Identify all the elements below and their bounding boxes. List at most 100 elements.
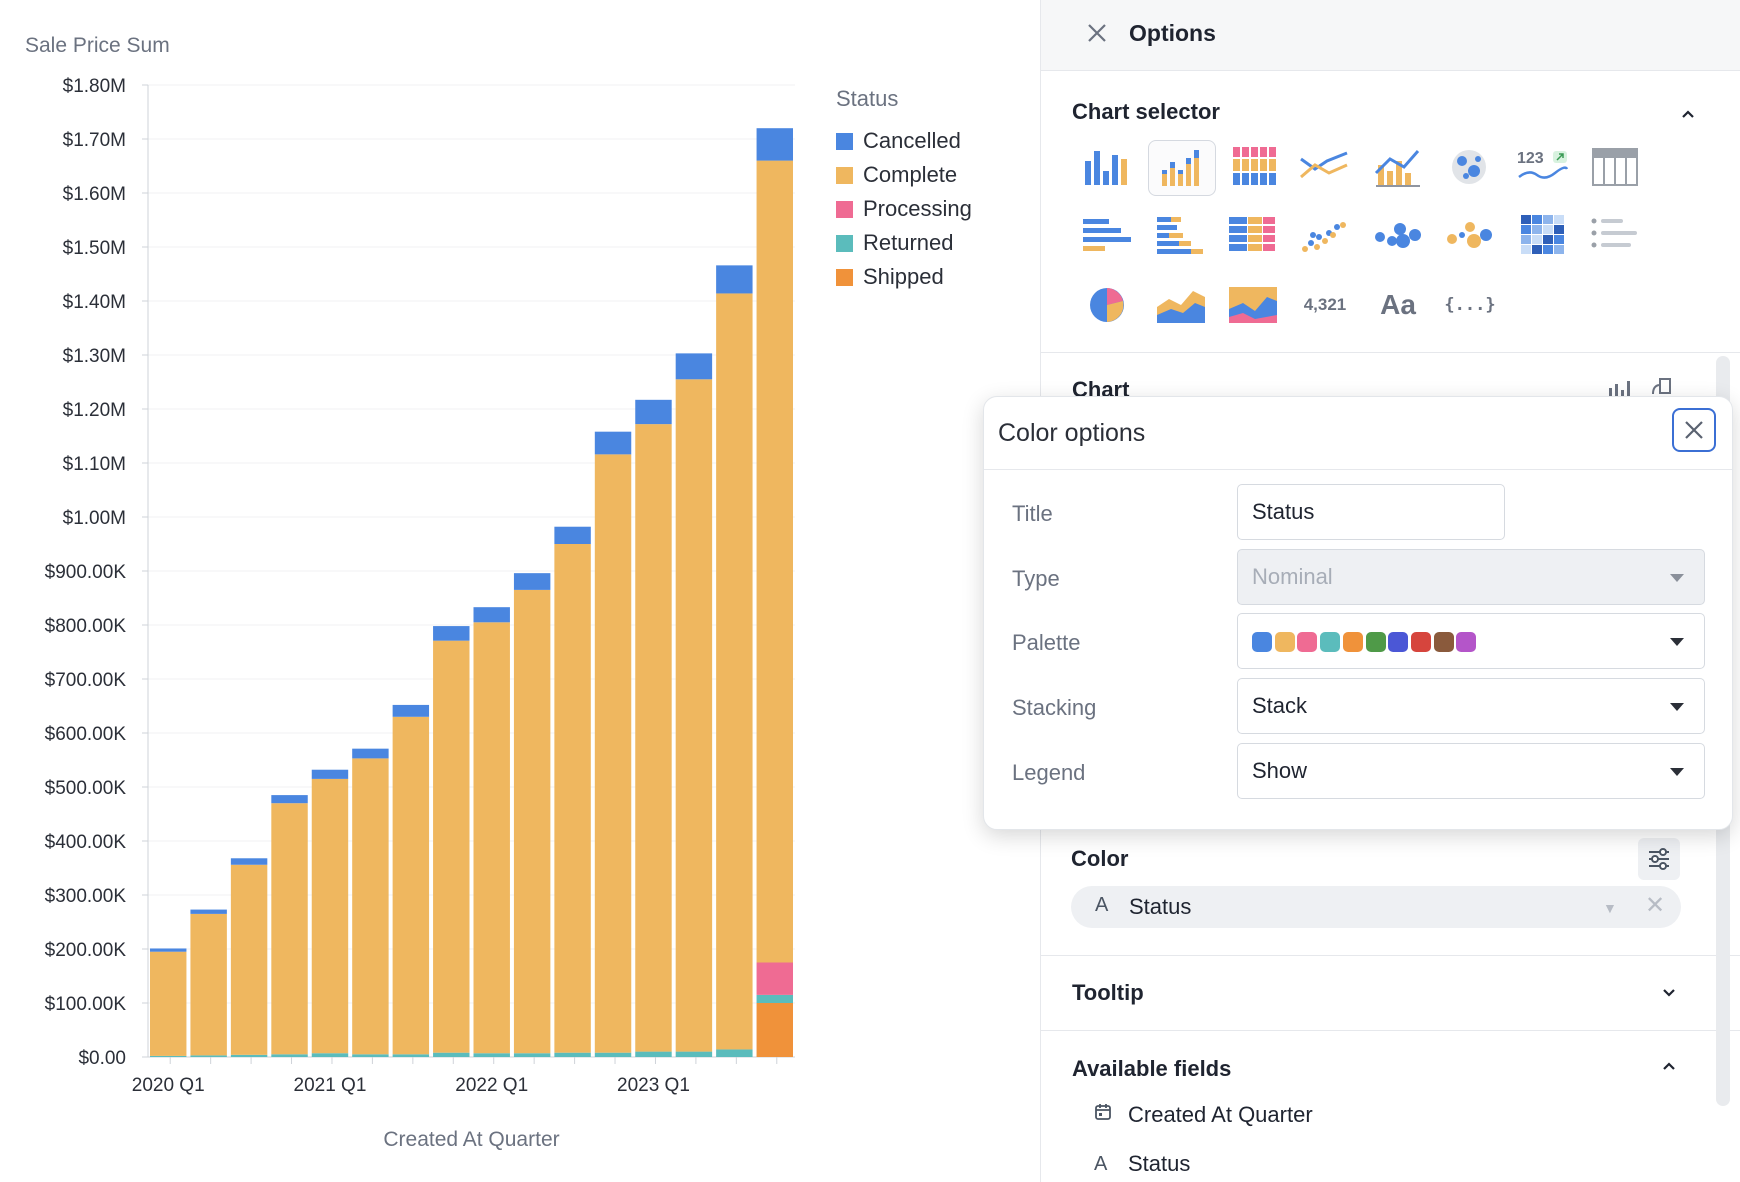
- bar-segment-cancelled: [230, 858, 268, 865]
- palette-swatch: [1342, 632, 1363, 652]
- bar-segment-returned: [311, 1053, 349, 1057]
- color-title: Color: [1071, 846, 1129, 871]
- legend-value: Show: [1252, 758, 1308, 783]
- palette-swatch: [1274, 632, 1295, 652]
- palette-swatch: [1433, 632, 1454, 652]
- chevron-up-icon[interactable]: [1659, 1056, 1679, 1076]
- legend-item-shipped[interactable]: Shipped: [836, 260, 972, 294]
- stacking-select[interactable]: Stack: [1237, 678, 1705, 734]
- palette-swatch: [1297, 632, 1318, 652]
- bar-segment-complete: [311, 778, 349, 1054]
- scatter-chart-icon[interactable]: [1292, 208, 1358, 262]
- color-field-pill[interactable]: A Status ▼ ✕: [1071, 886, 1681, 928]
- remove-field-icon[interactable]: ✕: [1645, 892, 1666, 919]
- bar-segment-cancelled: [190, 909, 227, 914]
- legend-item-processing[interactable]: Processing: [836, 192, 972, 226]
- horizontal-percent-bar-chart-icon[interactable]: [1220, 208, 1286, 262]
- close-icon: [1685, 421, 1703, 439]
- palette-swatch: [1456, 632, 1477, 652]
- y-tick-label: $1.10M: [63, 454, 126, 475]
- field-created-at-quarter[interactable]: Created At Quarter: [1094, 1102, 1313, 1128]
- legend-item-cancelled[interactable]: Cancelled: [836, 124, 972, 158]
- bar-segment-returned: [473, 1053, 510, 1057]
- horizontal-bar-chart-icon[interactable]: [1074, 208, 1140, 262]
- pie-chart-icon[interactable]: [1074, 278, 1140, 332]
- caret-down-icon[interactable]: ▼: [1603, 900, 1617, 916]
- rotate-icon[interactable]: [1649, 376, 1675, 400]
- options-title: Options: [1129, 20, 1216, 46]
- heatmap-chart-icon[interactable]: [1510, 208, 1576, 262]
- map-chart-icon[interactable]: [1437, 140, 1503, 194]
- percent-stacked-bar-chart-icon[interactable]: [1220, 140, 1286, 194]
- bar-line-combo-chart-icon[interactable]: [1365, 140, 1431, 194]
- close-options-button[interactable]: [1081, 16, 1113, 52]
- legend-item-returned[interactable]: Returned: [836, 226, 972, 260]
- list-chart-icon[interactable]: [1582, 208, 1648, 262]
- calendar-icon: [1094, 1103, 1128, 1127]
- bubble-chart-icon[interactable]: [1365, 208, 1431, 262]
- palette-select[interactable]: [1237, 613, 1705, 669]
- field-status[interactable]: A Status: [1094, 1151, 1190, 1177]
- y-tick-label: $1.00M: [63, 508, 126, 529]
- bar-segment-cancelled: [513, 573, 551, 590]
- caret-down-icon: [1670, 703, 1684, 711]
- legend-select[interactable]: Show: [1237, 743, 1705, 799]
- chevron-down-icon[interactable]: [1659, 982, 1679, 1002]
- bar-segment-returned: [594, 1052, 632, 1057]
- colored-bubble-chart-icon[interactable]: [1437, 208, 1503, 262]
- single-value-trend-chart-icon[interactable]: 123: [1510, 140, 1576, 194]
- area-chart-icon[interactable]: [1148, 278, 1214, 332]
- close-popover-button[interactable]: [1672, 408, 1716, 452]
- svg-text:123: 123: [1517, 150, 1544, 167]
- bar-segment-cancelled: [433, 626, 470, 641]
- horizontal-stacked-bar-chart-icon[interactable]: [1148, 208, 1214, 262]
- text-chart-icon[interactable]: Aa: [1380, 289, 1416, 320]
- bar-segment-complete: [271, 803, 308, 1055]
- color-options-popover: Color options Title Status Type Nominal …: [983, 396, 1733, 830]
- stacked-bar-chart-icon[interactable]: [1148, 140, 1216, 196]
- bar-segment-cancelled: [352, 748, 389, 759]
- y-tick-label: $1.20M: [63, 400, 126, 421]
- x-tick-label: 2022 Q1: [455, 1075, 528, 1096]
- table-chart-icon[interactable]: [1582, 140, 1648, 194]
- y-tick-label: $1.70M: [63, 130, 126, 151]
- big-number-chart-icon[interactable]: 4,321: [1303, 295, 1347, 314]
- bar-segment-returned: [635, 1051, 672, 1057]
- title-input[interactable]: Status: [1237, 484, 1505, 540]
- caret-down-icon: [1670, 638, 1684, 646]
- bar-segment-cancelled: [554, 526, 591, 544]
- bar-chart-icon[interactable]: [1074, 140, 1140, 194]
- bar-chart-small-icon[interactable]: [1606, 378, 1632, 400]
- y-tick-label: $600.00K: [45, 724, 127, 745]
- legend-swatch: [836, 200, 853, 218]
- bar-segment-returned: [756, 994, 793, 1003]
- y-tick-label: $1.30M: [63, 346, 126, 367]
- bar-segment-returned: [554, 1052, 591, 1057]
- bar-segment-cancelled: [392, 704, 430, 717]
- bar-segment-returned: [433, 1052, 470, 1057]
- legend-title: Status: [836, 86, 899, 111]
- palette-label: Palette: [1012, 630, 1081, 655]
- stacking-value: Stack: [1252, 693, 1308, 718]
- color-settings-button[interactable]: [1638, 838, 1680, 880]
- json-chart-icon[interactable]: {...}: [1444, 295, 1496, 315]
- chevron-up-icon[interactable]: [1678, 104, 1698, 124]
- chart-selector-title: Chart selector: [1072, 99, 1220, 124]
- y-tick-label: $300.00K: [45, 886, 127, 907]
- bar-segment-complete: [473, 622, 510, 1054]
- stacked-area-chart-icon[interactable]: [1220, 278, 1286, 332]
- palette-swatch: [1388, 632, 1409, 652]
- bar-segment-cancelled: [473, 607, 510, 623]
- legend-item-complete[interactable]: Complete: [836, 158, 972, 192]
- y-tick-label: $800.00K: [45, 616, 127, 637]
- legend-swatch: [836, 166, 853, 184]
- bar-segment-cancelled: [594, 431, 632, 455]
- y-tick-label: $700.00K: [45, 670, 127, 691]
- bar-segment-processing: [756, 962, 793, 995]
- bar-segment-cancelled: [635, 399, 672, 425]
- bar-segment-complete: [716, 293, 753, 1050]
- y-tick-label: $0.00: [78, 1048, 126, 1069]
- y-tick-label: $900.00K: [45, 562, 127, 583]
- line-chart-icon[interactable]: [1292, 140, 1358, 194]
- bar-segment-complete: [675, 379, 713, 1052]
